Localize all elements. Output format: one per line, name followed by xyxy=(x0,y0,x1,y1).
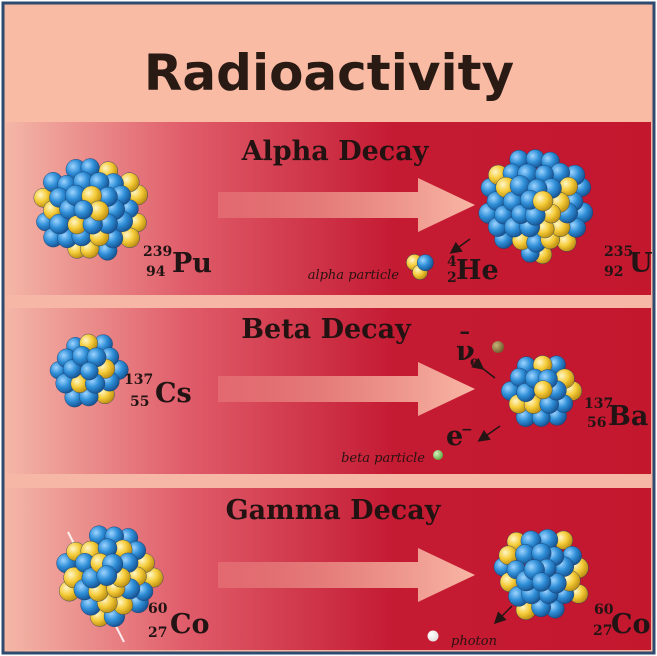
title-banner xyxy=(6,6,651,122)
gamma-section: Gamma Decay 60 27 Co 60 27 Co photon xyxy=(56,495,651,649)
band-divider xyxy=(6,474,651,488)
co-daughter-mass-number: 60 xyxy=(594,602,614,618)
u-symbol: U xyxy=(629,248,653,279)
cobalt-ground-nucleus xyxy=(493,529,589,620)
pu-atomic-number: 94 xyxy=(146,264,166,280)
uranium-nucleus xyxy=(478,149,594,264)
nucleon xyxy=(533,380,553,400)
nucleon xyxy=(532,190,554,212)
gamma-decay-arrow xyxy=(218,548,475,602)
nucleon xyxy=(73,200,93,220)
u-notation: 235 92 U xyxy=(604,244,653,280)
gamma-heading: Gamma Decay xyxy=(226,495,442,526)
co-daughter-symbol: Co xyxy=(611,609,651,640)
he-mass-number: 4 xyxy=(447,254,457,270)
cs-mass-number: 137 xyxy=(124,372,153,388)
beta-particle xyxy=(433,450,443,460)
co-daughter-notation: 60 27 Co xyxy=(593,602,651,640)
nucleon xyxy=(96,565,118,586)
ba-notation: 137 56 Ba xyxy=(584,396,648,432)
beta-decay-arrow xyxy=(218,362,475,416)
he-notation: 4 2 He xyxy=(447,254,499,286)
ba-atomic-number: 56 xyxy=(587,415,606,431)
band-divider xyxy=(6,295,651,308)
nucleon xyxy=(531,572,552,592)
photon-label: photon xyxy=(451,634,497,649)
alpha-section: Alpha Decay alpha particle 239 94 Pu 4 2… xyxy=(33,136,653,286)
beta-section: Beta Decay 137 55 Cs 137 56 Ba ¯ ν e e −… xyxy=(49,314,648,466)
co-daughter-atomic-number: 27 xyxy=(593,623,612,639)
helium-nucleus xyxy=(406,254,434,280)
alpha-heading: Alpha Decay xyxy=(241,136,430,167)
antineutrino-subscript: e xyxy=(470,354,479,370)
u-atomic-number: 92 xyxy=(604,264,623,280)
co-parent-notation: 60 27 Co xyxy=(148,601,210,641)
u-mass-number: 235 xyxy=(604,244,633,260)
nucleon xyxy=(80,361,99,381)
co-parent-atomic-number: 27 xyxy=(148,625,167,641)
antineutrino-arrow xyxy=(471,357,496,379)
antineutrino-particle xyxy=(492,341,504,353)
pu-symbol: Pu xyxy=(172,248,212,279)
beta-particle-label: beta particle xyxy=(341,451,425,466)
cesium-nucleus xyxy=(49,333,129,408)
cs-symbol: Cs xyxy=(155,378,192,409)
co-parent-mass-number: 60 xyxy=(148,601,168,617)
cs-atomic-number: 55 xyxy=(130,394,149,410)
cs-notation: 137 55 Cs xyxy=(124,372,192,410)
he-symbol: He xyxy=(456,255,499,286)
cobalt-excited-nucleus xyxy=(56,525,164,628)
ba-symbol: Ba xyxy=(608,401,648,432)
he-atomic-number: 2 xyxy=(447,270,457,286)
electron-arrow xyxy=(477,425,501,442)
pu-mass-number: 239 xyxy=(143,244,172,260)
barium-nucleus xyxy=(500,355,583,427)
electron-symbol: e xyxy=(446,421,463,452)
beta-heading: Beta Decay xyxy=(241,314,412,345)
ba-mass-number: 137 xyxy=(584,396,613,412)
photon-arrow xyxy=(493,605,513,625)
alpha-decay-arrow xyxy=(218,178,475,232)
antineutrino-symbol: ν xyxy=(456,336,475,367)
poster-title: Radioactivity xyxy=(144,44,514,102)
pu-notation: 239 94 Pu xyxy=(143,244,212,280)
co-parent-symbol: Co xyxy=(170,609,210,640)
electron-charge: − xyxy=(461,422,473,438)
nucleon xyxy=(416,254,434,272)
plutonium-nucleus xyxy=(33,158,148,261)
alpha-particle-label: alpha particle xyxy=(308,268,400,283)
alpha-emission-arrow xyxy=(449,238,471,254)
antineutrino-bar: ¯ xyxy=(458,328,472,359)
photon-particle xyxy=(427,630,439,642)
electron: e − xyxy=(433,421,473,460)
